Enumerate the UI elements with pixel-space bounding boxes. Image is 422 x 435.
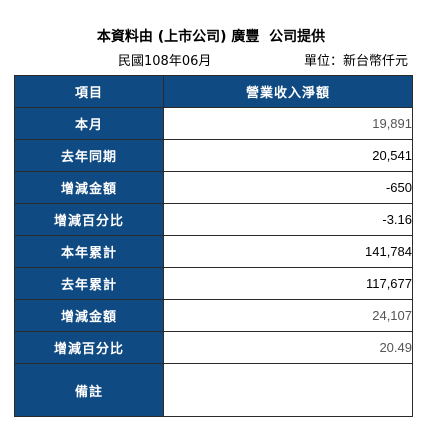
row-label: 本年累計 <box>14 235 164 268</box>
row-label: 增減金額 <box>14 299 164 332</box>
currency-unit: 單位：新台幣仟元 <box>303 54 408 69</box>
row-label: 去年累計 <box>14 267 164 300</box>
row-value: 19,891 <box>163 107 413 140</box>
table-row: 去年累計 117,677 <box>14 267 413 300</box>
column-header-item: 項目 <box>14 75 164 108</box>
row-value: 20,541 <box>163 139 413 172</box>
row-label: 本月 <box>14 107 164 140</box>
row-label: 增減金額 <box>14 171 164 204</box>
table-row: 增減百分比 20.49 <box>14 331 413 364</box>
note-label: 備註 <box>14 363 164 417</box>
column-header-revenue: 營業收入淨額 <box>163 75 413 108</box>
row-value: 20.49 <box>163 331 413 364</box>
table-row: 去年同期 20,541 <box>14 139 413 172</box>
table-row: 本月 19,891 <box>14 107 413 140</box>
row-label: 增減百分比 <box>14 203 164 236</box>
row-value: 24,107 <box>163 299 413 332</box>
revenue-table: 項目 營業收入淨額 本月 19,891 去年同期 20,541 增減金額 -65… <box>14 75 413 417</box>
row-value: 141,784 <box>163 235 413 268</box>
table-row: 增減金額 24,107 <box>14 299 413 332</box>
table-header-row: 項目 營業收入淨額 <box>14 75 413 108</box>
table-row: 增減百分比 -3.16 <box>14 203 413 236</box>
row-label: 去年同期 <box>14 139 164 172</box>
note-value <box>163 363 413 417</box>
note-row: 備註 <box>14 363 413 417</box>
row-value: -650 <box>163 171 413 204</box>
row-value: 117,677 <box>163 267 413 300</box>
table-row: 本年累計 141,784 <box>14 235 413 268</box>
report-period: 民國108年06月 <box>118 54 212 69</box>
row-value: -3.16 <box>163 203 413 236</box>
row-label: 增減百分比 <box>14 331 164 364</box>
report-title: 本資料由 (上市公司) 廣豐 公司提供 <box>96 29 326 45</box>
table-row: 增減金額 -650 <box>14 171 413 204</box>
